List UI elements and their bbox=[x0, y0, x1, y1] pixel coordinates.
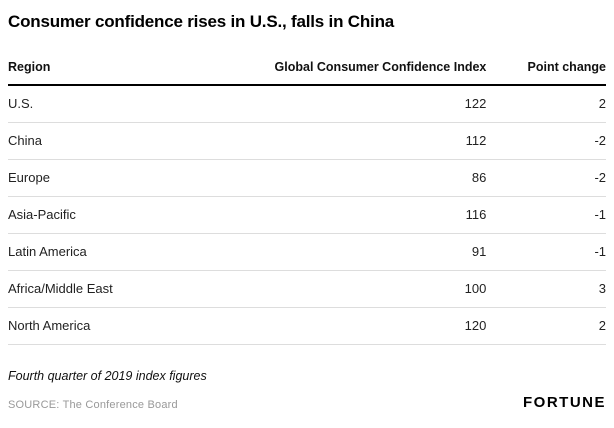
table-header-row: Region Global Consumer Confidence Index … bbox=[8, 60, 606, 86]
change-cell: 2 bbox=[486, 85, 606, 123]
region-cell: China bbox=[8, 122, 224, 160]
region-cell: Latin America bbox=[8, 233, 224, 271]
table-row: Europe 86 -2 bbox=[8, 159, 606, 197]
column-header-index: Global Consumer Confidence Index bbox=[223, 60, 487, 86]
confidence-table: Region Global Consumer Confidence Index … bbox=[8, 60, 606, 345]
region-cell: Europe bbox=[8, 159, 224, 197]
index-cell: 112 bbox=[223, 122, 487, 160]
region-cell: Asia-Pacific bbox=[8, 196, 224, 234]
table-row: North America 120 2 bbox=[8, 307, 606, 345]
index-cell: 120 bbox=[223, 307, 487, 345]
region-cell: North America bbox=[8, 307, 224, 345]
index-cell: 116 bbox=[223, 196, 487, 234]
chart-title: Consumer confidence rises in U.S., falls… bbox=[8, 12, 395, 31]
index-cell: 100 bbox=[223, 270, 487, 308]
index-cell: 122 bbox=[223, 85, 487, 123]
column-header-region: Region bbox=[8, 60, 224, 86]
column-header-change: Point change bbox=[486, 60, 606, 86]
region-cell: U.S. bbox=[8, 85, 224, 123]
bottom-row: SOURCE: The Conference Board FORTUNE bbox=[8, 394, 606, 411]
table-row: Africa/Middle East 100 3 bbox=[8, 270, 606, 308]
change-cell: 2 bbox=[486, 307, 606, 345]
fortune-logo: FORTUNE bbox=[523, 393, 606, 411]
change-cell: -2 bbox=[486, 122, 606, 160]
change-cell: 3 bbox=[486, 270, 606, 308]
table-row: China 112 -2 bbox=[8, 122, 606, 160]
index-cell: 91 bbox=[223, 233, 487, 271]
footnote: Fourth quarter of 2019 index figures bbox=[8, 368, 207, 383]
table-body: U.S. 122 2 China 112 -2 Europe 86 -2 Asia-Pacific… bbox=[8, 85, 606, 345]
table-row: Latin America 91 -1 bbox=[8, 233, 606, 271]
index-cell: 86 bbox=[223, 159, 487, 197]
change-cell: -2 bbox=[486, 159, 606, 197]
source-label: SOURCE: The Conference Board bbox=[8, 398, 178, 411]
region-cell: Africa/Middle East bbox=[8, 270, 224, 308]
change-cell: -1 bbox=[486, 196, 606, 234]
change-cell: -1 bbox=[486, 233, 606, 271]
table-row: Asia-Pacific 116 -1 bbox=[8, 196, 606, 234]
table-row: U.S. 122 2 bbox=[8, 85, 606, 123]
